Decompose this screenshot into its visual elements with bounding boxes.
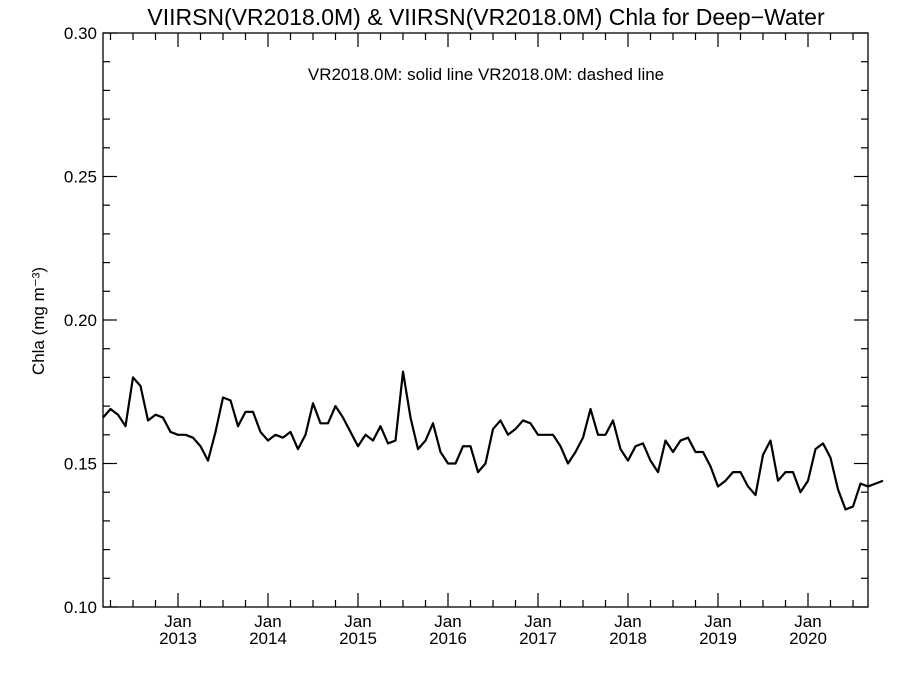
- axis-ticks: [103, 32, 868, 608]
- x-tick-year-label: 2013: [159, 629, 197, 648]
- x-tick-label: Jan: [614, 612, 641, 631]
- x-tick-label: Jan: [524, 612, 551, 631]
- x-tick-label: Jan: [254, 612, 281, 631]
- plot-frame: [102, 32, 869, 608]
- tick-labels: 0.100.150.200.250.30Jan2013Jan2014Jan201…: [64, 24, 827, 648]
- x-tick-label: Jan: [434, 612, 461, 631]
- series-line-0: [102, 370, 884, 511]
- x-tick-label: Jan: [164, 612, 191, 631]
- x-tick-label: Jan: [344, 612, 371, 631]
- x-tick-year-label: 2014: [249, 629, 287, 648]
- x-tick-year-label: 2018: [609, 629, 647, 648]
- x-tick-year-label: 2019: [699, 629, 737, 648]
- x-tick-year-label: 2016: [429, 629, 467, 648]
- x-tick-label: Jan: [794, 612, 821, 631]
- legend-text: VR2018.0M: solid line VR2018.0M: dashed …: [308, 65, 664, 84]
- x-tick-year-label: 2017: [519, 629, 557, 648]
- x-tick-year-label: 2020: [789, 629, 827, 648]
- x-tick-year-label: 2015: [339, 629, 377, 648]
- chart-title: VIIRSN(VR2018.0M) & VIIRSN(VR2018.0M) Ch…: [147, 4, 825, 30]
- y-tick-label: 0.25: [64, 168, 97, 187]
- x-tick-label: Jan: [704, 612, 731, 631]
- y-tick-label: 0.30: [64, 24, 97, 43]
- y-tick-label: 0.10: [64, 598, 97, 617]
- y-axis-label: Chla (mg m⁻³): [29, 267, 48, 375]
- y-tick-label: 0.20: [64, 311, 97, 330]
- series-layer: [102, 370, 884, 511]
- y-tick-label: 0.15: [64, 455, 97, 474]
